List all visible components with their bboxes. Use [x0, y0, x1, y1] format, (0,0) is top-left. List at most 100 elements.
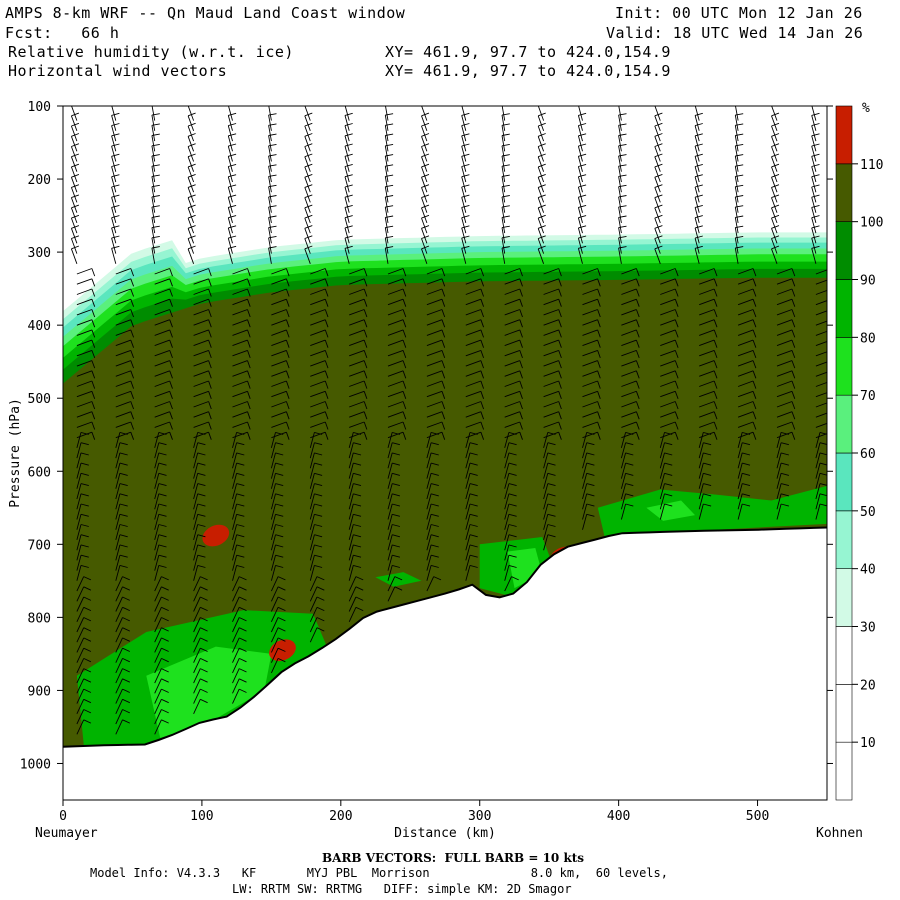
wind-barb-flag [694, 225, 703, 229]
wind-barb [193, 380, 209, 387]
colorbar-label: 30 [860, 621, 876, 636]
wind-barb [504, 401, 520, 408]
wind-barb-flag [344, 153, 353, 157]
x-tick-label: 100 [190, 809, 213, 824]
wind-barb-flag [236, 483, 245, 487]
wind-barb [618, 247, 622, 264]
wind-barb-flag [625, 483, 634, 487]
wind-barb-flag [402, 329, 407, 338]
wind-barb [771, 197, 778, 213]
wind-barb-flag [402, 309, 407, 318]
wind-barb [154, 349, 170, 357]
wind-barb [618, 176, 622, 193]
wind-barb [543, 319, 559, 326]
wind-barb [70, 238, 78, 254]
wind-barb-flag [91, 329, 96, 338]
wind-barb [543, 524, 549, 541]
wind-barb [694, 145, 700, 162]
wind-barb [654, 197, 661, 213]
wind-barb-flag [91, 360, 96, 369]
wind-barb-flag [469, 442, 478, 446]
wind-barb [421, 156, 428, 172]
valid-time: Valid: 18 UTC Wed 14 Jan 26 [606, 24, 864, 42]
wind-barb-flag [519, 370, 523, 379]
wind-barb-flag [791, 309, 796, 318]
wind-barb [268, 196, 272, 213]
wind-barb-flag [91, 391, 96, 399]
wind-barb-flag [597, 401, 601, 410]
wind-barb-flag [111, 194, 120, 198]
wind-barb [737, 278, 754, 285]
wind-barb-flag [275, 483, 284, 487]
wind-barb [620, 442, 627, 459]
wind-barb-flag [811, 204, 820, 208]
wind-barb [699, 380, 715, 387]
wind-barb-flag [122, 627, 130, 632]
wind-barb [115, 432, 121, 449]
wind-barb [76, 493, 82, 510]
wind-barb-flag [80, 431, 89, 435]
wind-barb-flag [538, 245, 546, 250]
wind-barb-flag [385, 225, 394, 229]
wind-barb-flag [674, 288, 679, 297]
wind-barb-flag [430, 554, 439, 558]
wind-barb-flag [586, 462, 595, 466]
wind-barb [737, 288, 754, 295]
wind-barb-flag [130, 350, 135, 359]
wind-barb-flag [363, 339, 368, 348]
wind-barb-flag [461, 204, 470, 208]
wind-barb-flag [635, 329, 640, 338]
wind-barb-flag [831, 269, 834, 277]
wind-barb-flag [771, 133, 780, 137]
wind-barb [344, 227, 350, 244]
wind-barb-flag [277, 596, 286, 601]
x-tick-label: 300 [468, 809, 491, 824]
wind-barb [621, 268, 637, 275]
wind-barb-flag [618, 205, 627, 208]
wind-barb [776, 442, 782, 459]
wind-barb-flag [91, 401, 96, 410]
wind-barb [187, 106, 195, 121]
wind-barb-flag [654, 235, 663, 239]
wind-barb-flag [158, 493, 167, 497]
wind-barb-flag [469, 493, 478, 497]
wind-barb-flag [275, 472, 284, 476]
wind-barb [815, 341, 827, 347]
y-tick-label: 800 [28, 611, 51, 626]
wind-barb [426, 514, 432, 530]
wind-barb [384, 155, 389, 172]
wind-barb-flag [200, 606, 208, 612]
wind-barb [771, 146, 778, 162]
wind-barb-flag [735, 164, 744, 167]
wind-barb-flag [441, 288, 446, 297]
wind-barb [811, 207, 817, 224]
wind-barb-flag [674, 401, 679, 410]
wind-barb-flag [314, 493, 323, 497]
wind-barb-flag [200, 647, 208, 652]
wind-barb-flag [578, 112, 587, 116]
wind-barb-flag [538, 173, 546, 178]
wind-barb [193, 586, 201, 602]
wind-barb [771, 125, 778, 142]
wind-barb-flag [674, 350, 679, 359]
wind-barb-flag [285, 268, 290, 277]
wind-barb [737, 483, 743, 500]
wind-barb [699, 401, 715, 408]
wind-barb [309, 565, 315, 581]
wind-barb [660, 309, 676, 316]
wind-barb-flag [236, 544, 245, 548]
wind-barb-flag [158, 513, 167, 517]
wind-barb-flag [558, 350, 562, 359]
wind-barb-flag [597, 309, 601, 318]
wind-barb-flag [461, 245, 470, 249]
wind-barb [270, 544, 276, 561]
wind-barb [694, 197, 700, 213]
wind-barb-flag [625, 472, 634, 476]
wind-barb-flag [247, 411, 251, 420]
wind-barb-flag [304, 153, 313, 158]
wind-barb [154, 360, 170, 367]
wind-barb [426, 411, 443, 418]
wind-barb-flag [228, 184, 237, 188]
wind-barb [537, 187, 545, 203]
wind-barb-flag [713, 401, 718, 410]
